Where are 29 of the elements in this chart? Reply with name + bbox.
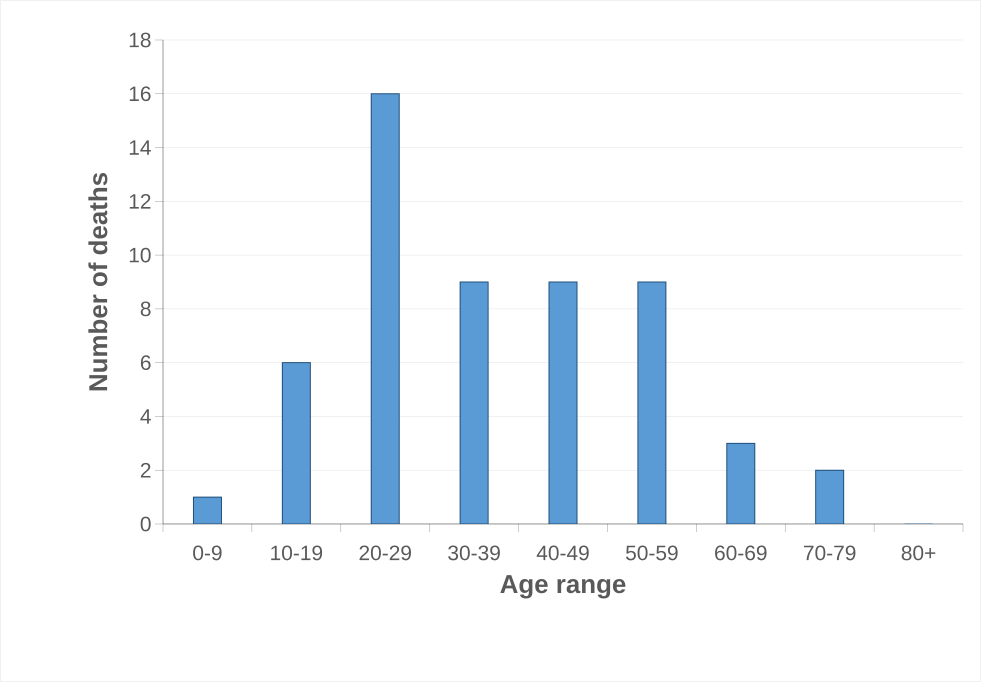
y-tick-label: 16 [130,86,151,102]
x-tick-label: 60-69 [715,546,767,560]
x-axis-title: Age range [500,575,626,598]
y-tick-label: 10 [130,248,151,262]
y-tick-label: 8 [140,301,151,316]
y-tick-label: 18 [130,32,151,48]
y-tick-label: 0 [140,516,151,532]
y-axis-title: Number of deaths [88,172,108,390]
x-tick-label: 20-29 [360,546,411,560]
x-tick-label: 0-9 [193,546,222,560]
bar [548,281,578,524]
bar [282,362,311,524]
x-tick-label: 50-59 [626,546,678,560]
bar [192,496,222,524]
x-tick-label: 10-19 [271,546,322,560]
bar [815,470,844,524]
bar [726,442,756,524]
bar [370,93,400,524]
y-tick-label: 6 [140,355,151,370]
y-tick-label: 14 [130,140,151,155]
y-tick-label: 2 [140,462,150,478]
y-tick-label: 12 [130,194,150,209]
x-tick-label: 80+ [902,546,936,560]
x-tick-label: 40-49 [536,546,589,560]
y-tick-label: 4 [140,409,151,424]
bar [460,281,489,524]
x-tick-label: 30-39 [448,546,500,560]
bar [637,281,666,524]
x-tick-label: 70-79 [804,546,856,560]
